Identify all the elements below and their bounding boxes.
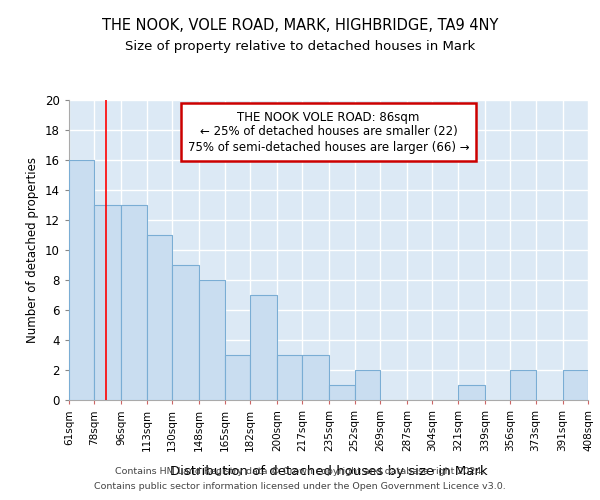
Bar: [94, 205, 121, 400]
Bar: [329, 385, 355, 400]
Bar: [277, 355, 302, 400]
Bar: [69, 160, 94, 400]
Bar: [563, 370, 588, 400]
Y-axis label: Number of detached properties: Number of detached properties: [26, 157, 40, 343]
Text: Contains HM Land Registry data © Crown copyright and database right 2024.: Contains HM Land Registry data © Crown c…: [115, 467, 485, 476]
Bar: [302, 355, 329, 400]
Text: Contains public sector information licensed under the Open Government Licence v3: Contains public sector information licen…: [94, 482, 506, 491]
X-axis label: Distribution of detached houses by size in Mark: Distribution of detached houses by size …: [170, 465, 487, 478]
Bar: [199, 280, 224, 400]
Text: THE NOOK, VOLE ROAD, MARK, HIGHBRIDGE, TA9 4NY: THE NOOK, VOLE ROAD, MARK, HIGHBRIDGE, T…: [102, 18, 498, 32]
Bar: [172, 265, 199, 400]
Text: Size of property relative to detached houses in Mark: Size of property relative to detached ho…: [125, 40, 475, 53]
Bar: [121, 205, 147, 400]
Bar: [355, 370, 380, 400]
Text: THE NOOK VOLE ROAD: 86sqm
← 25% of detached houses are smaller (22)
75% of semi-: THE NOOK VOLE ROAD: 86sqm ← 25% of detac…: [188, 110, 469, 154]
Bar: [458, 385, 485, 400]
Bar: [250, 295, 277, 400]
Bar: [224, 355, 250, 400]
Bar: [147, 235, 172, 400]
Bar: [510, 370, 536, 400]
